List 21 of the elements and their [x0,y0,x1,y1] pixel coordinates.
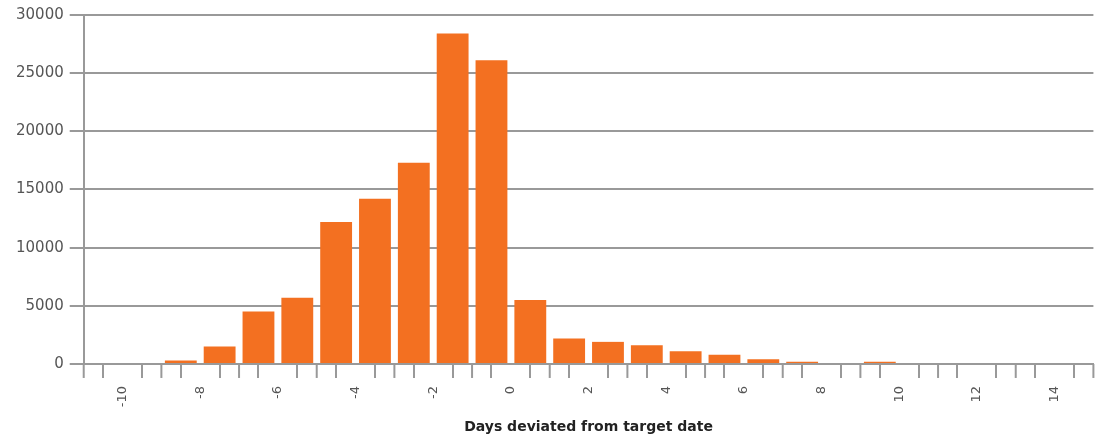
x-tick-label: 2 [579,385,595,395]
y-tick-label: 20000 [16,121,64,140]
y-tick-label: 10000 [16,237,64,256]
y-tick-label: 25000 [16,63,64,82]
x-tick-label: -6 [269,385,285,399]
x-tick-label: 12 [968,385,984,403]
x-tick-label: -8 [191,385,207,399]
x-tick-label: 0 [502,385,518,395]
x-tick-label: 4 [657,385,673,395]
y-tick-label: 30000 [16,4,64,23]
x-tick-label: 8 [812,385,828,395]
y-tick-label: 5000 [25,295,64,314]
x-tick-label: -4 [346,385,362,399]
x-tick-label: 10 [890,385,906,403]
x-tick-label: -10 [113,385,129,408]
y-tick-label: 0 [54,353,64,372]
x-tick-label: 14 [1045,385,1061,403]
y-tick-label: 15000 [16,179,64,198]
x-tick-label: 6 [735,385,751,395]
x-tick-label: -2 [424,385,440,399]
x-axis-title: Days deviated from target date [464,418,713,435]
